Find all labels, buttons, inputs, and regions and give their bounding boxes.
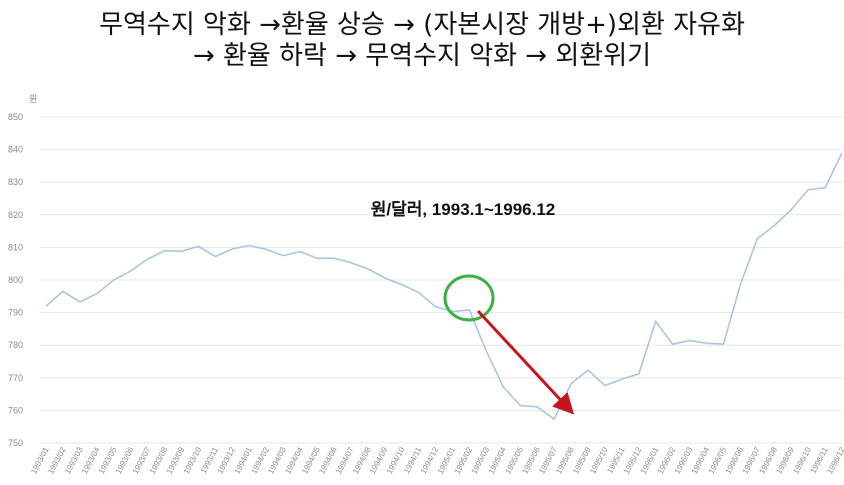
y-tick-label: 760 <box>8 405 23 415</box>
x-axis-ticks: 1993/011993/021993/031993/041993/051993/… <box>29 445 844 475</box>
y-tick-label: 840 <box>8 145 23 155</box>
y-tick-label: 830 <box>8 177 23 187</box>
series-line <box>45 152 843 421</box>
headline-line-2: → 환율 하락 → 무역수지 악화 → 외환위기 <box>192 41 652 71</box>
y-tick-label: 810 <box>8 242 23 252</box>
y-tick-label: 820 <box>8 210 23 220</box>
y-tick-label: 780 <box>8 340 23 350</box>
y-tick-label: 790 <box>8 308 23 318</box>
headline-line-1: 무역수지 악화 →환율 상승 → (자본시장 개방+)외환 자유화 <box>99 10 745 40</box>
y-axis-ticks: 750 760 770 780 790 800 810 820 830 840 850 <box>8 112 23 448</box>
y-tick-label: 800 <box>8 275 23 285</box>
y-tick-label: 750 <box>8 438 23 448</box>
y-tick-label: 770 <box>8 373 23 383</box>
chart-title: 원/달러, 1993.1~1996.12 <box>371 199 555 219</box>
decline-arrow <box>476 309 575 415</box>
highlight-circle <box>443 274 495 322</box>
y-tick-label: 850 <box>8 112 23 122</box>
grid-lines <box>40 116 842 444</box>
y-axis-unit-label: 원 <box>29 94 37 105</box>
